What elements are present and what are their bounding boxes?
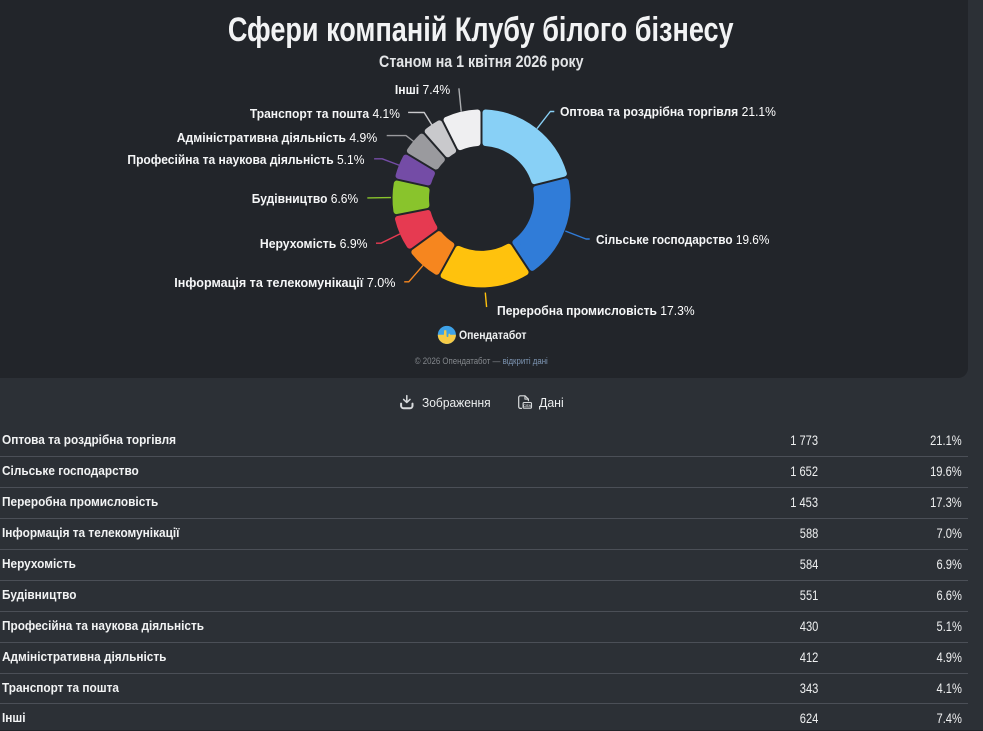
- svg-text:CSV: CSV: [523, 403, 532, 408]
